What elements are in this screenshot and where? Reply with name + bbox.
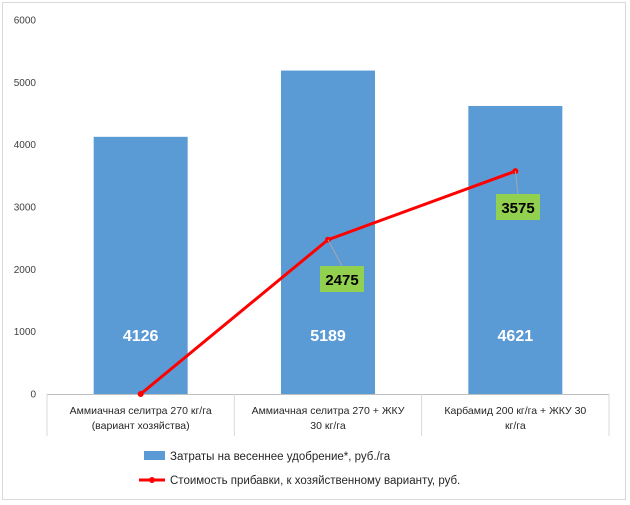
- series-marker: [137, 391, 144, 397]
- y-tick-label: 5000: [14, 78, 37, 89]
- bar: [468, 105, 563, 394]
- x-category-label: Аммиачная селитра 270 + ЖКУ: [252, 405, 405, 417]
- x-category-label: Аммиачная селитра 270 кг/га: [70, 405, 212, 417]
- x-category-label: (вариант хозяйства): [92, 420, 190, 432]
- bar: [93, 136, 188, 394]
- legend-line-marker: [149, 477, 155, 483]
- legend-label-bar: Затраты на весеннее удобрение*, руб./га: [170, 451, 391, 463]
- callout-box: [496, 194, 540, 220]
- bar-value-label: 4126: [123, 328, 159, 345]
- line-value-label: 2475: [325, 272, 358, 289]
- callout-box: [320, 266, 364, 292]
- x-category-label: 30 кг/га: [310, 420, 346, 432]
- legend-bar-swatch: [144, 451, 165, 460]
- bar: [281, 70, 375, 394]
- bars: 4126 5189 4621: [93, 70, 563, 394]
- legend-label-line: Стоимость прибавки, к хозяйственному вар…: [170, 475, 460, 487]
- x-category-label: кг/га: [505, 420, 526, 432]
- y-tick-label: 6000: [14, 16, 37, 27]
- legend: Затраты на весеннее удобрение*, руб./га С…: [139, 451, 460, 487]
- y-axis-ticks: 0 1000 2000 3000 4000 5000 6000: [14, 16, 37, 401]
- line-value-label: 3575: [501, 200, 534, 217]
- y-tick-label: 1000: [14, 327, 37, 338]
- y-tick-label: 2000: [14, 265, 37, 276]
- x-category-label: Карбамид 200 кг/га + ЖКУ 30: [444, 405, 586, 417]
- y-tick-label: 4000: [14, 140, 37, 151]
- callout-leader: [514, 171, 519, 195]
- callout-leader: [327, 239, 343, 267]
- y-tick-label: 3000: [14, 203, 37, 214]
- line-series: 2475 3575: [137, 168, 540, 397]
- bar-value-label: 5189: [310, 328, 346, 345]
- x-axis: Аммиачная селитра 270 кг/га (вариант хозя…: [46, 394, 610, 436]
- bar-value-label: 4621: [498, 328, 534, 345]
- y-tick-label: 0: [30, 390, 36, 401]
